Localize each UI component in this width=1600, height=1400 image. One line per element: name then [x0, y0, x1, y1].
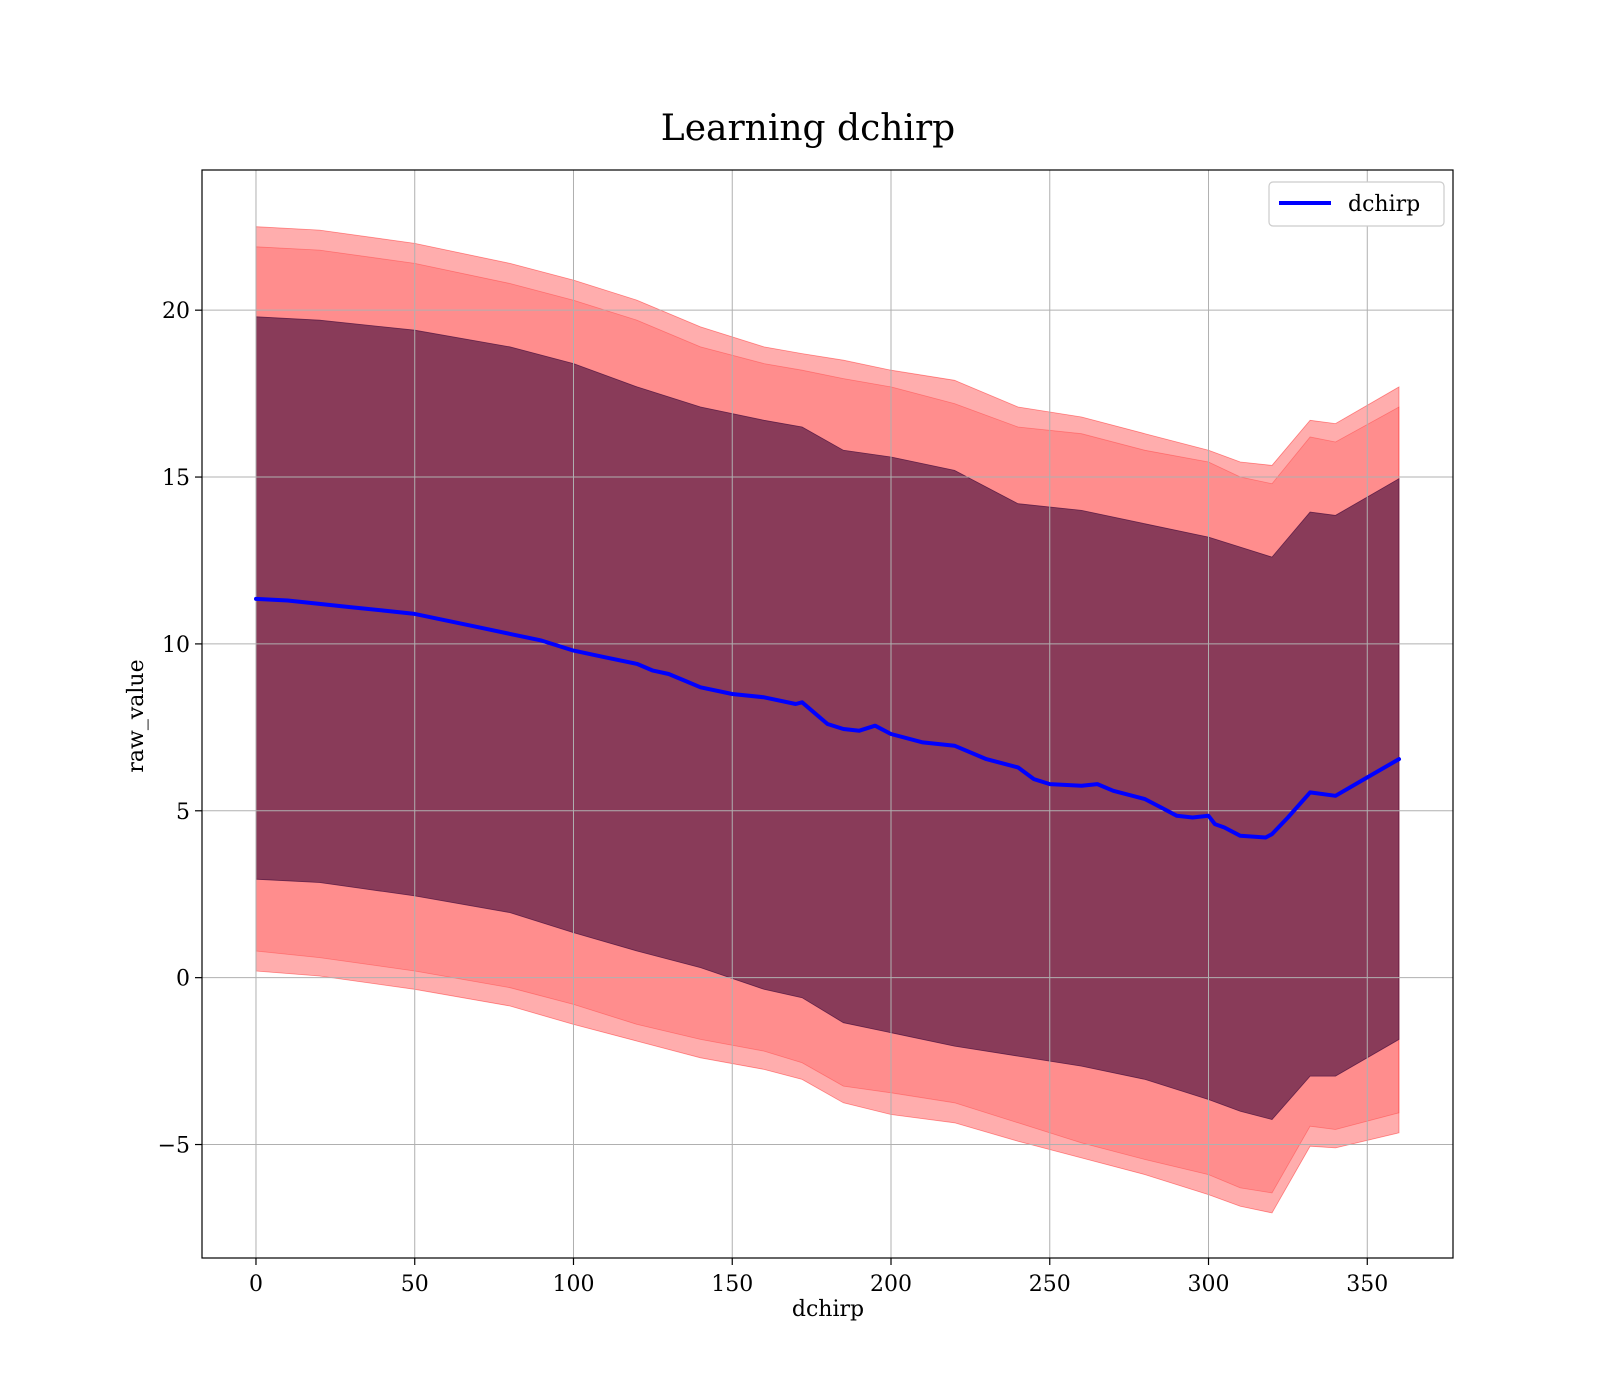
confidence-bands	[255, 226, 1400, 1214]
y-tick-label: 10	[162, 633, 190, 658]
legend-box	[1268, 181, 1445, 227]
legend-label-dchirp: dchirp	[1348, 192, 1420, 217]
legend: dchirp	[1268, 181, 1445, 227]
x-axis-ticks: 0 50 100 150 200 250 300 350	[249, 1258, 1388, 1297]
y-tick-label: 5	[176, 800, 190, 825]
x-tick-label: 100	[552, 1272, 594, 1297]
grid	[202, 170, 1453, 1258]
y-tick-label: 20	[162, 299, 190, 324]
y-axis-title: raw_value	[124, 659, 149, 772]
plot-frame	[201, 169, 1454, 1259]
series-line-dchirp	[254, 596, 1401, 840]
x-tick-label: 200	[870, 1272, 912, 1297]
y-tick-label: −5	[158, 1134, 190, 1159]
x-tick-label: 50	[401, 1272, 429, 1297]
x-tick-label: 350	[1346, 1272, 1388, 1297]
chart-title: Learning dchirp	[661, 108, 955, 149]
x-axis-title: dchirp	[792, 1297, 864, 1322]
x-tick-label: 150	[711, 1272, 753, 1297]
y-tick-label: 0	[176, 967, 190, 992]
x-tick-label: 300	[1188, 1272, 1230, 1297]
y-axis-ticks: −5 0 5 10 15 20	[158, 299, 202, 1159]
x-tick-label: 0	[249, 1272, 263, 1297]
band-inner	[255, 316, 1400, 1120]
series-lines	[254, 596, 1401, 840]
y-tick-label: 15	[162, 466, 190, 491]
x-tick-label: 250	[1029, 1272, 1071, 1297]
